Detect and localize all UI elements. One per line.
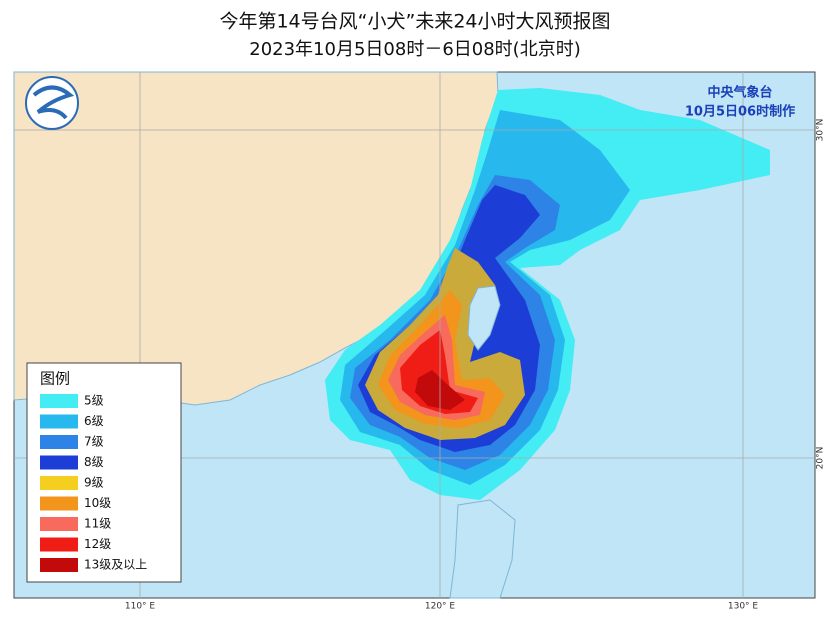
wind-zones — [325, 88, 770, 500]
legend-label: 13级及以上 — [84, 558, 147, 572]
legend-label: 7级 — [84, 435, 104, 449]
legend-title: 图例 — [40, 370, 70, 388]
legend-label: 10级 — [84, 496, 111, 510]
lon-label: 130° E — [728, 602, 759, 612]
legend: 图例 5级 6级 7级 8级 9级 10级 11级 12级 13级及以上 — [26, 362, 182, 583]
legend-label: 5级 — [84, 394, 104, 408]
legend-swatch — [40, 394, 78, 408]
legend-swatch — [40, 496, 78, 511]
taiwan — [467, 285, 501, 351]
legend-label: 11级 — [84, 517, 111, 531]
legend-swatch — [40, 537, 78, 552]
map-body: 中央气象台 10月5日06时制作 — [13, 71, 816, 599]
issue-time: 10月5日06时制作 — [685, 104, 795, 120]
lon-label: 120° E — [425, 602, 456, 612]
coordinate-labels: 110° E 120° E 130° E 30°N 20°N — [125, 119, 826, 612]
legend-swatch — [40, 455, 78, 470]
legend-label: 6级 — [84, 414, 104, 428]
cma-logo — [25, 76, 79, 130]
legend-swatch — [40, 558, 78, 572]
agency-name: 中央气象台 — [707, 85, 772, 101]
legend-swatch — [40, 414, 78, 429]
title: 今年第14号台风“小犬”未来24小时大风预报图 — [219, 11, 610, 33]
subtitle: 2023年10月5日08时－6日08时(北京时) — [249, 39, 580, 60]
legend-label: 9级 — [84, 476, 104, 490]
legend-label: 8级 — [84, 455, 104, 469]
legend-swatch — [40, 476, 78, 490]
lat-label: 20°N — [816, 447, 826, 470]
legend-swatch — [40, 435, 78, 449]
legend-label: 12级 — [84, 537, 111, 551]
lon-label: 110° E — [125, 602, 156, 612]
legend-swatch — [40, 517, 78, 531]
luzon — [449, 499, 516, 599]
lat-label: 30°N — [816, 119, 826, 142]
